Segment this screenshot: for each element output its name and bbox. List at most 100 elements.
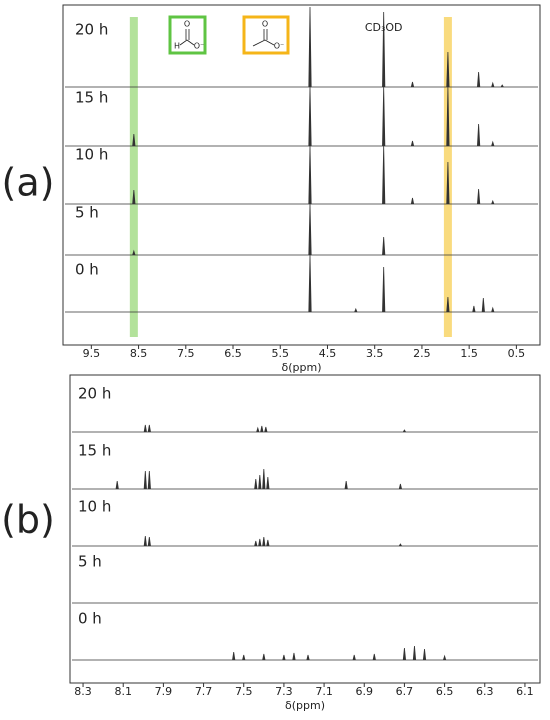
peak — [472, 305, 476, 313]
series-label: 5 h — [75, 204, 99, 222]
peak — [264, 426, 268, 433]
peak — [242, 654, 246, 661]
series-label: 5 h — [78, 553, 102, 571]
bond — [179, 39, 188, 46]
x-tick-label: 7.1 — [315, 685, 333, 698]
bond — [252, 39, 266, 47]
peak — [382, 266, 386, 313]
peak — [258, 474, 262, 490]
peak — [477, 71, 481, 88]
highlight-band — [129, 17, 138, 337]
x-tick-label: 5.5 — [271, 347, 289, 360]
peak — [308, 86, 312, 147]
peak — [382, 11, 386, 88]
peak — [446, 161, 450, 205]
x-tick-label: 3.5 — [366, 347, 384, 360]
peak — [115, 480, 119, 490]
panel-label: (a) — [2, 161, 55, 205]
atom: O — [262, 20, 268, 29]
peak — [308, 6, 312, 88]
peak — [410, 140, 415, 147]
x-tick-label: 1.5 — [460, 347, 478, 360]
peak — [491, 306, 495, 313]
peak — [352, 654, 356, 661]
x-tick-label: 7.7 — [195, 685, 213, 698]
series-label: 0 h — [78, 610, 102, 628]
peak — [398, 483, 402, 490]
peak — [410, 197, 415, 205]
x-tick-label: 6.3 — [476, 685, 494, 698]
x-tick-label: 8.1 — [114, 685, 132, 698]
series-label: 0 h — [75, 261, 99, 279]
x-tick-label: 6.7 — [396, 685, 414, 698]
peak — [446, 296, 450, 313]
x-tick-label: 9.5 — [83, 347, 101, 360]
peak — [262, 653, 266, 661]
peak — [354, 307, 358, 313]
panel-label: (b) — [1, 498, 55, 542]
x-tick-label: 0.5 — [508, 347, 526, 360]
peak — [143, 470, 147, 490]
series-label: 15 h — [78, 442, 111, 460]
peak — [446, 51, 450, 88]
atom: H — [174, 42, 180, 51]
peak — [292, 652, 296, 661]
peak — [308, 203, 312, 256]
series-label: 10 h — [75, 146, 108, 164]
plot-frame — [62, 4, 541, 346]
series-label: 20 h — [78, 385, 111, 403]
peak — [254, 540, 258, 547]
peak — [147, 470, 151, 490]
peak — [402, 647, 407, 661]
peak — [477, 123, 481, 147]
peak — [402, 429, 406, 433]
x-axis-label: δ(ppm) — [285, 699, 325, 712]
peak — [382, 145, 386, 205]
x-axis-label: δ(ppm) — [282, 361, 322, 374]
peak — [382, 236, 386, 256]
peak — [266, 539, 270, 547]
peak — [446, 86, 450, 147]
peak — [491, 199, 495, 205]
peak — [147, 424, 151, 433]
peak — [443, 654, 447, 661]
peak — [477, 188, 481, 205]
peak — [132, 189, 136, 205]
acetate-box — [242, 15, 290, 55]
peak — [143, 535, 147, 547]
atom: O — [184, 20, 190, 29]
solvent-label: CD₃OD — [365, 21, 403, 34]
peak — [491, 81, 495, 88]
x-tick-label: 7.5 — [177, 347, 195, 360]
peak — [282, 654, 286, 661]
peak — [382, 86, 386, 147]
peak — [262, 536, 266, 547]
peak — [143, 424, 147, 433]
peak — [500, 84, 504, 88]
peak — [254, 478, 258, 490]
peak — [258, 538, 262, 547]
x-tick-label: 7.5 — [235, 685, 253, 698]
bond — [186, 39, 195, 46]
peak — [308, 145, 312, 205]
x-tick-label: 6.1 — [516, 685, 534, 698]
peak — [266, 476, 270, 490]
peak — [372, 653, 376, 661]
peak — [422, 648, 427, 661]
peak — [410, 81, 415, 88]
peak — [306, 654, 310, 661]
x-tick-label: 6.5 — [436, 685, 454, 698]
peak — [232, 651, 236, 661]
peak — [491, 140, 495, 147]
series-label: 15 h — [75, 89, 108, 107]
peak — [260, 425, 264, 433]
x-tick-label: 6.5 — [224, 347, 242, 360]
bond — [264, 39, 275, 46]
formate-box — [168, 15, 207, 55]
series-label: 20 h — [75, 21, 108, 39]
x-tick-label: 7.9 — [155, 685, 173, 698]
plot-frame — [69, 374, 541, 684]
peak — [308, 254, 312, 313]
peak — [481, 297, 485, 313]
peak — [412, 645, 417, 661]
